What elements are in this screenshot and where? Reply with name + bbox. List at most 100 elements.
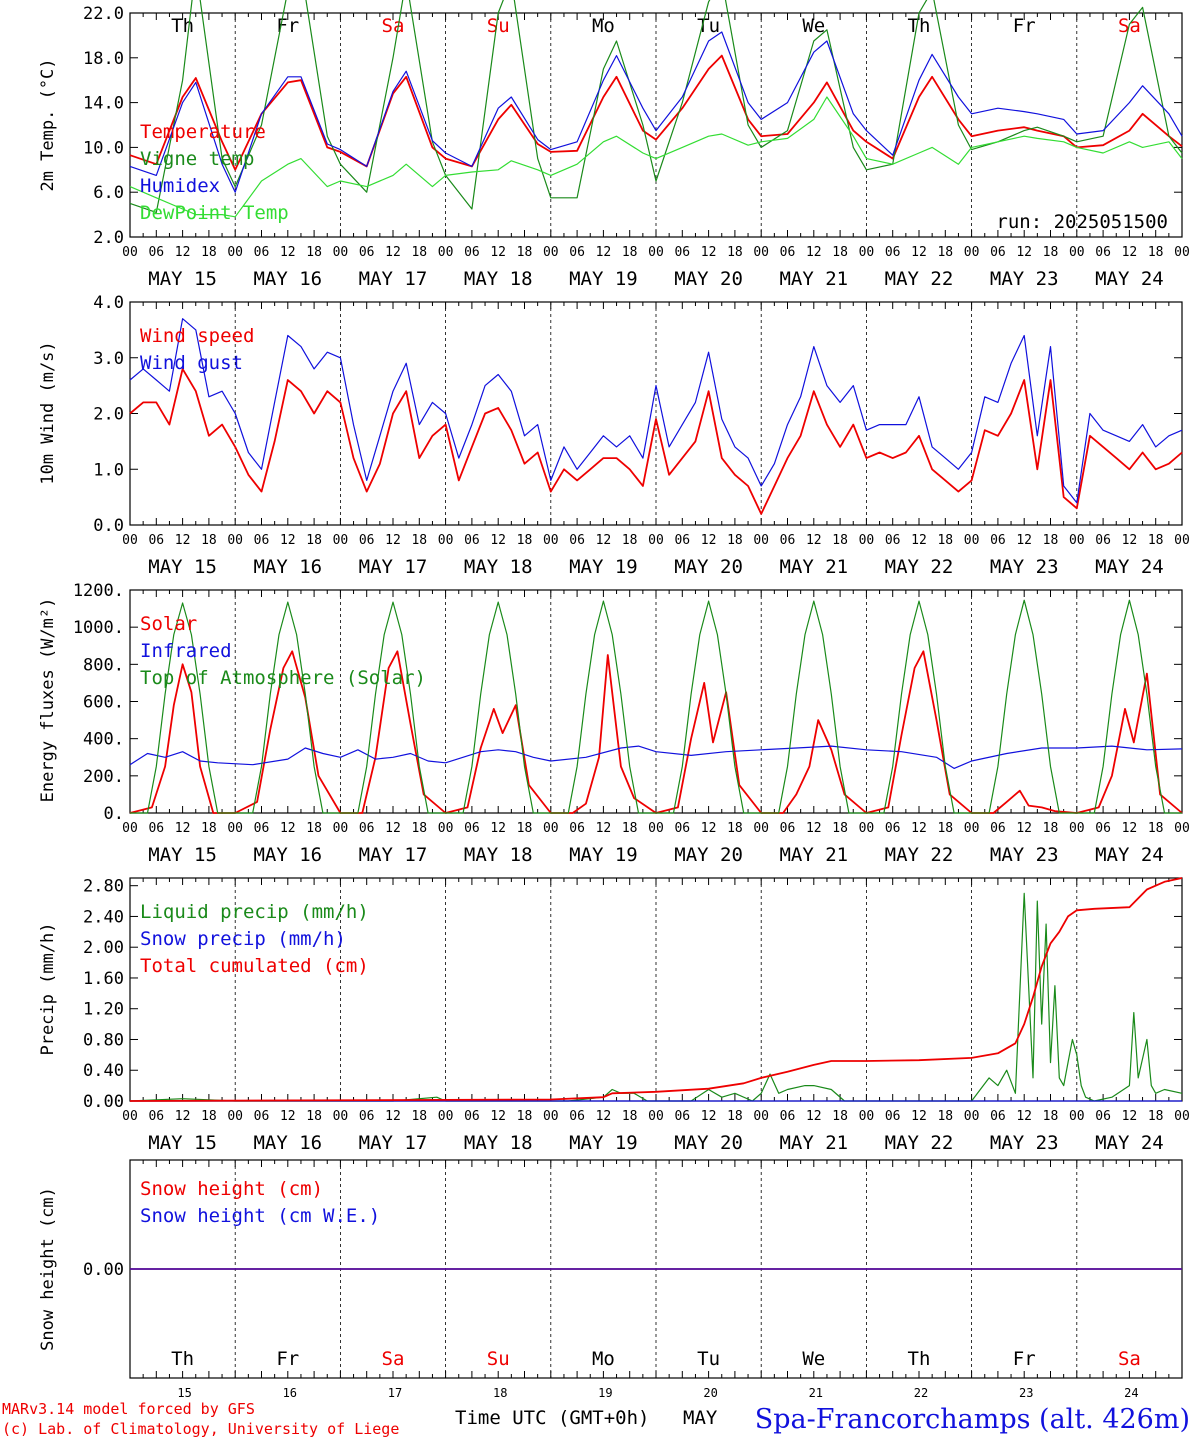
hour-label: 06 bbox=[990, 821, 1006, 836]
hour-label: 06 bbox=[780, 821, 796, 836]
hour-label: 12 bbox=[175, 245, 191, 260]
legend-entry: Top of Atmosphere (Solar) bbox=[140, 667, 426, 689]
hour-label: 12 bbox=[596, 1109, 612, 1124]
day-date-label: MAY 19 bbox=[569, 1132, 638, 1154]
day-name-label: Th bbox=[171, 1348, 194, 1370]
series-line-total-cumulated-cm bbox=[129, 877, 1183, 1102]
legend-entry: Snow height (cm W.E.) bbox=[140, 1205, 380, 1227]
hour-label: 18 bbox=[1148, 1109, 1164, 1124]
day-number-label: 20 bbox=[703, 1386, 717, 1400]
hour-label: 18 bbox=[727, 1109, 743, 1124]
y-tick-label: 10.0 bbox=[83, 138, 124, 158]
hour-label: 18 bbox=[1043, 245, 1059, 260]
day-date-label: MAY 23 bbox=[990, 1132, 1059, 1154]
hour-label: 00 bbox=[333, 245, 349, 260]
day-number-label: 21 bbox=[809, 1386, 823, 1400]
day-name-label: Sa bbox=[382, 1348, 405, 1370]
series-line-vigne-temp bbox=[129, 0, 1183, 213]
series-line-humidex bbox=[129, 31, 1183, 193]
day-date-label: MAY 17 bbox=[359, 844, 428, 866]
series-line-wind-gust bbox=[129, 318, 1183, 504]
day-date-label: MAY 16 bbox=[253, 844, 322, 866]
hour-label: 06 bbox=[780, 245, 796, 260]
hour-label: 18 bbox=[622, 245, 638, 260]
hour-label: 18 bbox=[411, 245, 427, 260]
y-tick-label: 0.80 bbox=[83, 1030, 124, 1050]
panel-wind: 0.0 1.0 2.0 3.0 4.0 10m Wind (m/s) 00 06 12 18 MAY… bbox=[38, 293, 1190, 578]
legend-entry: Wind gust bbox=[140, 352, 243, 374]
hour-label: 18 bbox=[622, 533, 638, 548]
day-number-label: 23 bbox=[1019, 1386, 1033, 1400]
hour-label: 00 bbox=[964, 821, 980, 836]
hour-label: 06 bbox=[885, 1109, 901, 1124]
hour-label: 12 bbox=[175, 1109, 191, 1124]
day-date-label: MAY 16 bbox=[253, 1132, 322, 1154]
hour-label: 12 bbox=[385, 533, 401, 548]
hour-label: 12 bbox=[1016, 821, 1032, 836]
day-date-label: MAY 21 bbox=[779, 268, 848, 290]
day-date-label: MAY 17 bbox=[359, 1132, 428, 1154]
hour-label: 18 bbox=[411, 1109, 427, 1124]
hour-label: 00 bbox=[859, 533, 875, 548]
hour-label: 12 bbox=[701, 1109, 717, 1124]
hour-label: 12 bbox=[1122, 245, 1138, 260]
day-date-label: MAY 18 bbox=[464, 556, 533, 578]
legend-entry: Temperature bbox=[140, 121, 266, 143]
hour-label: 18 bbox=[1043, 821, 1059, 836]
hour-label: 06 bbox=[780, 533, 796, 548]
day-date-label: MAY 20 bbox=[674, 1132, 743, 1154]
hour-label: 18 bbox=[517, 821, 533, 836]
y-tick-label: 1200. bbox=[73, 581, 124, 601]
hour-label: 00 bbox=[753, 1109, 769, 1124]
day-number-label: 19 bbox=[598, 1386, 612, 1400]
legend-entry: Infrared bbox=[140, 640, 232, 662]
hour-label: 06 bbox=[885, 245, 901, 260]
hour-label: 06 bbox=[254, 821, 270, 836]
hour-label: 18 bbox=[622, 1109, 638, 1124]
day-date-label: MAY 22 bbox=[885, 556, 954, 578]
hour-label: 00 bbox=[964, 245, 980, 260]
series-line-wind-speed bbox=[129, 367, 1183, 515]
hour-label: 06 bbox=[359, 821, 375, 836]
series-line-dewpoint-temp bbox=[129, 96, 1183, 218]
day-date-label: MAY 17 bbox=[359, 268, 428, 290]
hour-label: 18 bbox=[727, 533, 743, 548]
series-line-solar bbox=[129, 650, 1183, 814]
legend-entry: DewPoint Temp bbox=[140, 202, 289, 224]
hour-label: 18 bbox=[411, 821, 427, 836]
day-date-label: MAY 22 bbox=[885, 844, 954, 866]
hour-label: 00 bbox=[859, 245, 875, 260]
hour-label: 00 bbox=[227, 533, 243, 548]
hour-label: 00 bbox=[438, 245, 454, 260]
hour-label: 12 bbox=[280, 1109, 296, 1124]
y-tick-label: 2.0 bbox=[93, 228, 124, 248]
hour-label: 12 bbox=[490, 245, 506, 260]
hour-label: 06 bbox=[464, 821, 480, 836]
hour-label: 00 bbox=[438, 821, 454, 836]
hour-label: 06 bbox=[1095, 1109, 1111, 1124]
hour-label: 18 bbox=[517, 245, 533, 260]
hour-label: 00 bbox=[964, 1109, 980, 1124]
hour-label: 12 bbox=[911, 1109, 927, 1124]
hour-label: 18 bbox=[832, 245, 848, 260]
hour-label: 00 bbox=[753, 821, 769, 836]
y-tick-label: 14.0 bbox=[83, 94, 124, 114]
day-date-label: MAY 21 bbox=[779, 556, 848, 578]
hour-label: 06 bbox=[674, 821, 690, 836]
day-name-label: Sa bbox=[1118, 1348, 1141, 1370]
hour-label: 18 bbox=[622, 821, 638, 836]
hour-label: 00 bbox=[648, 821, 664, 836]
day-name-label: Fr bbox=[1013, 15, 1036, 37]
y-tick-label: 0. bbox=[104, 804, 124, 824]
station-title: Spa-Francorchamps (alt. 426m) bbox=[755, 1404, 1190, 1435]
hour-label: 12 bbox=[911, 245, 927, 260]
hour-label: 06 bbox=[569, 245, 585, 260]
day-date-label: MAY 20 bbox=[674, 268, 743, 290]
hour-label: 18 bbox=[727, 245, 743, 260]
hour-label: 12 bbox=[280, 245, 296, 260]
hour-label: 00 bbox=[753, 533, 769, 548]
y-tick-label: 6.0 bbox=[93, 183, 124, 203]
hour-label: 06 bbox=[148, 245, 164, 260]
hour-label: 18 bbox=[306, 533, 322, 548]
hour-label: 06 bbox=[990, 533, 1006, 548]
